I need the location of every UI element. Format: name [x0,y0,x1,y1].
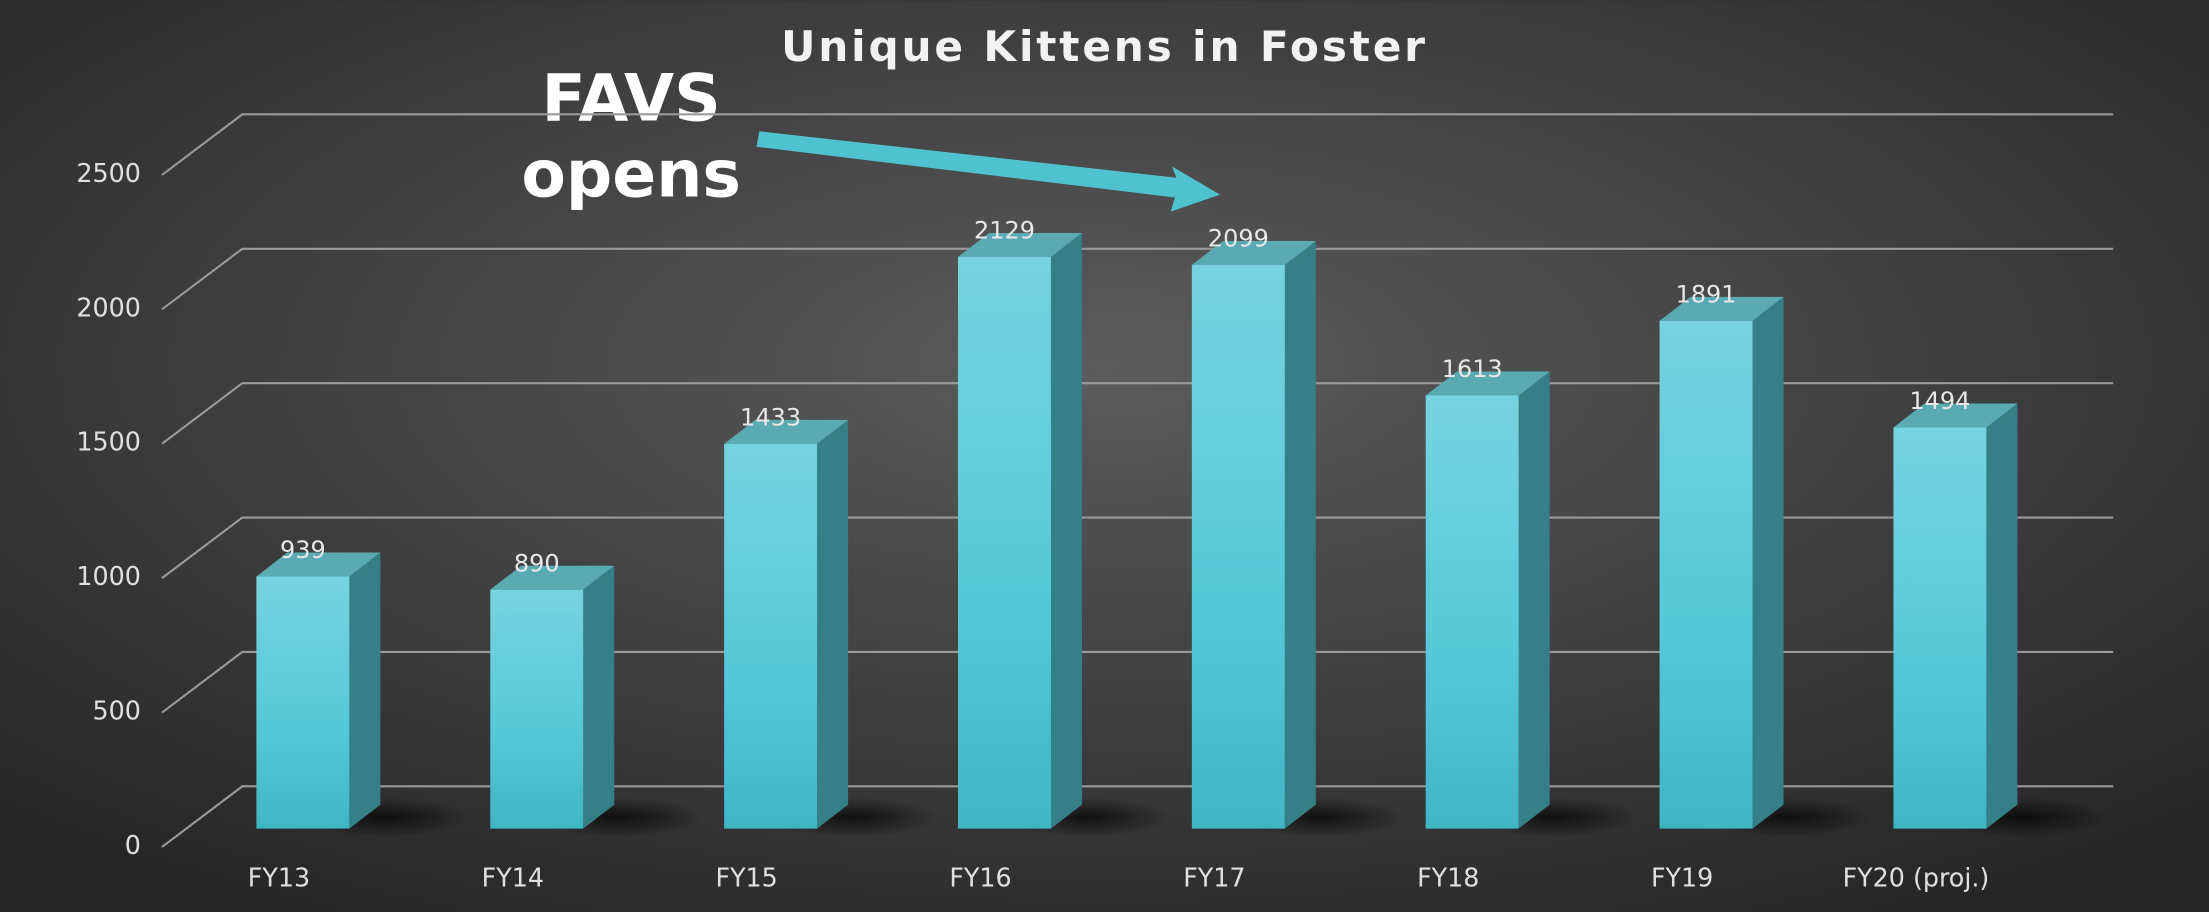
data-label: 2129 [974,217,1035,245]
x-tick-label: FY15 [716,862,778,892]
x-tick-label: FY18 [1417,862,1479,892]
data-label: 1891 [1676,281,1737,309]
annotation-arrow [756,131,1221,212]
bar [1425,395,1519,829]
bar-side [349,552,381,829]
bar-side [583,565,615,829]
bar-top [1191,241,1316,266]
data-label: 1433 [740,403,801,431]
grid-line [161,113,2114,176]
bar-top [957,233,1082,257]
bar-top [1425,371,1550,396]
y-tick-label: 500 [93,696,141,726]
y-tick-label: 1000 [76,561,140,591]
bar [1659,320,1753,829]
bar-top [724,419,849,444]
x-tick-label: FY17 [1183,862,1245,892]
bar [1893,427,1987,829]
y-tick-label: 0 [125,830,141,860]
data-label: 1494 [1909,387,1970,415]
bar [724,443,818,829]
x-tick-label: FY13 [248,862,310,892]
x-tick-label: FY16 [949,862,1011,892]
bar-side [1986,403,2018,829]
annotation-text: opens [521,138,741,213]
data-label: 1613 [1442,355,1503,383]
bar [256,576,350,829]
bar-top [1893,403,2018,428]
bar-top [1659,296,1784,321]
bar-side [1752,296,1784,829]
x-tick-label: FY19 [1651,862,1713,892]
x-tick-label: FY14 [482,862,544,892]
y-tick-label: 1500 [76,427,140,457]
bar-side [1050,233,1082,829]
bar-top [256,552,381,577]
grid-line [161,247,2114,311]
y-tick-label: 2000 [76,292,140,322]
data-label: 939 [280,536,326,564]
y-tick-label: 2500 [76,158,140,188]
annotation-text: FAVS [541,62,720,137]
data-label: 2099 [1208,225,1269,253]
data-label: 890 [514,549,560,577]
bar [490,589,584,829]
bar-side [1284,241,1316,829]
bar [957,256,1051,829]
bar-top [490,565,615,590]
annotation: FAVS opens [521,62,1221,213]
bar-side [817,419,849,829]
chart-title: Unique Kittens in Foster [781,22,1428,71]
x-tick-label: FY20 (proj.) [1843,862,1990,892]
bar-side [1518,371,1550,829]
bar [1191,265,1285,829]
